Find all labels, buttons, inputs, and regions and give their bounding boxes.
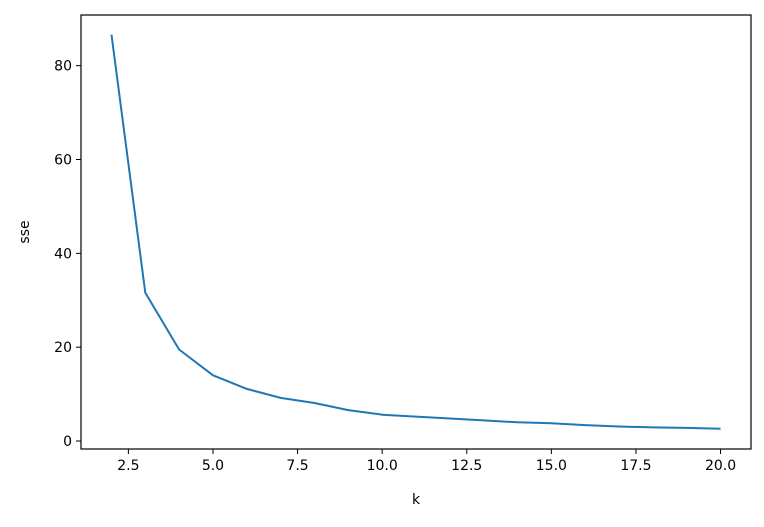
x-tick-label: 20.0 (705, 458, 736, 474)
x-tick-label: 7.5 (286, 458, 308, 474)
x-tick-label: 5.0 (202, 458, 224, 474)
x-axis-label: k (412, 492, 421, 508)
x-tick-label: 2.5 (117, 458, 139, 474)
x-tick-label: 17.5 (620, 458, 651, 474)
axes-frame (80, 14, 752, 450)
y-tick-label: 20 (54, 340, 72, 356)
y-tick-label: 40 (54, 246, 72, 262)
x-tick-label: 10.0 (367, 458, 398, 474)
x-tick-label: 15.0 (536, 458, 567, 474)
series-line (110, 34, 721, 430)
x-tick-label: 12.5 (451, 458, 482, 474)
y-tick-label: 60 (54, 153, 72, 169)
y-tick-label: 0 (63, 434, 72, 450)
y-axis-label: sse (17, 220, 33, 243)
plot-area (81, 15, 751, 449)
y-tick-label: 80 (54, 59, 72, 75)
